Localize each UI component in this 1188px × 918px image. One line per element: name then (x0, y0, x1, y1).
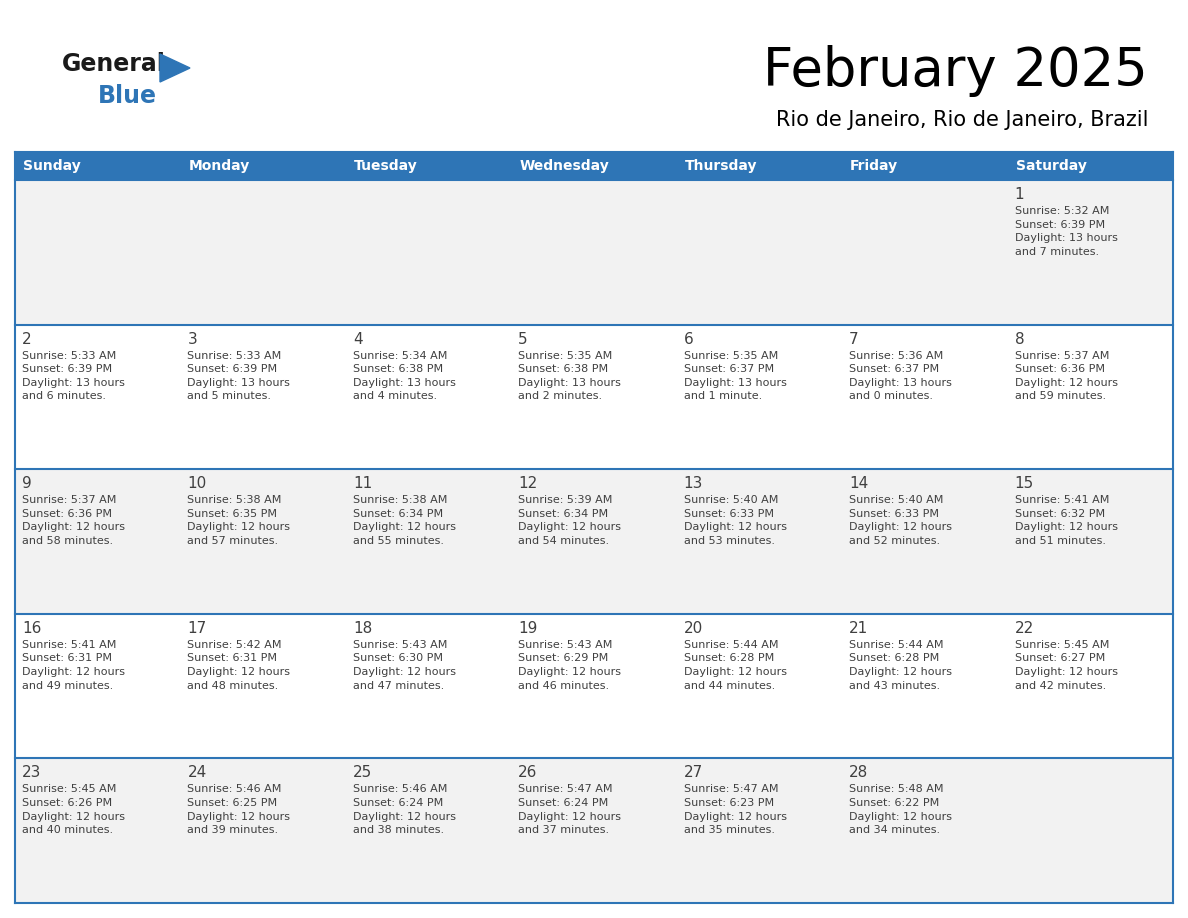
Text: 26: 26 (518, 766, 538, 780)
Text: 24: 24 (188, 766, 207, 780)
Text: Sunrise: 5:46 AM
Sunset: 6:25 PM
Daylight: 12 hours
and 39 minutes.: Sunrise: 5:46 AM Sunset: 6:25 PM Dayligh… (188, 784, 290, 835)
Text: 21: 21 (849, 621, 868, 636)
Text: Sunrise: 5:33 AM
Sunset: 6:39 PM
Daylight: 13 hours
and 6 minutes.: Sunrise: 5:33 AM Sunset: 6:39 PM Dayligh… (23, 351, 125, 401)
Text: 16: 16 (23, 621, 42, 636)
Text: Thursday: Thursday (684, 159, 757, 173)
Text: Sunrise: 5:37 AM
Sunset: 6:36 PM
Daylight: 12 hours
and 59 minutes.: Sunrise: 5:37 AM Sunset: 6:36 PM Dayligh… (1015, 351, 1118, 401)
Text: 6: 6 (684, 331, 694, 347)
Text: 23: 23 (23, 766, 42, 780)
Text: Sunrise: 5:41 AM
Sunset: 6:31 PM
Daylight: 12 hours
and 49 minutes.: Sunrise: 5:41 AM Sunset: 6:31 PM Dayligh… (23, 640, 125, 690)
Text: Sunrise: 5:48 AM
Sunset: 6:22 PM
Daylight: 12 hours
and 34 minutes.: Sunrise: 5:48 AM Sunset: 6:22 PM Dayligh… (849, 784, 952, 835)
Text: Sunrise: 5:36 AM
Sunset: 6:37 PM
Daylight: 13 hours
and 0 minutes.: Sunrise: 5:36 AM Sunset: 6:37 PM Dayligh… (849, 351, 952, 401)
Text: 19: 19 (518, 621, 538, 636)
Text: 13: 13 (684, 476, 703, 491)
Text: Sunrise: 5:44 AM
Sunset: 6:28 PM
Daylight: 12 hours
and 43 minutes.: Sunrise: 5:44 AM Sunset: 6:28 PM Dayligh… (849, 640, 952, 690)
Text: Sunrise: 5:46 AM
Sunset: 6:24 PM
Daylight: 12 hours
and 38 minutes.: Sunrise: 5:46 AM Sunset: 6:24 PM Dayligh… (353, 784, 456, 835)
Text: Sunrise: 5:38 AM
Sunset: 6:35 PM
Daylight: 12 hours
and 57 minutes.: Sunrise: 5:38 AM Sunset: 6:35 PM Dayligh… (188, 495, 290, 546)
Text: Sunrise: 5:34 AM
Sunset: 6:38 PM
Daylight: 13 hours
and 4 minutes.: Sunrise: 5:34 AM Sunset: 6:38 PM Dayligh… (353, 351, 456, 401)
Text: 17: 17 (188, 621, 207, 636)
Text: Tuesday: Tuesday (354, 159, 418, 173)
Text: 22: 22 (1015, 621, 1034, 636)
Text: Wednesday: Wednesday (519, 159, 609, 173)
Text: Sunrise: 5:32 AM
Sunset: 6:39 PM
Daylight: 13 hours
and 7 minutes.: Sunrise: 5:32 AM Sunset: 6:39 PM Dayligh… (1015, 206, 1118, 257)
Text: Monday: Monday (189, 159, 249, 173)
Text: 1: 1 (1015, 187, 1024, 202)
Text: Sunrise: 5:37 AM
Sunset: 6:36 PM
Daylight: 12 hours
and 58 minutes.: Sunrise: 5:37 AM Sunset: 6:36 PM Dayligh… (23, 495, 125, 546)
Text: 2: 2 (23, 331, 32, 347)
Bar (15, 325, 1173, 469)
Text: 7: 7 (849, 331, 859, 347)
Bar (15, 152, 1173, 180)
Text: Sunrise: 5:40 AM
Sunset: 6:33 PM
Daylight: 12 hours
and 52 minutes.: Sunrise: 5:40 AM Sunset: 6:33 PM Dayligh… (849, 495, 952, 546)
Text: 27: 27 (684, 766, 703, 780)
Text: Sunrise: 5:44 AM
Sunset: 6:28 PM
Daylight: 12 hours
and 44 minutes.: Sunrise: 5:44 AM Sunset: 6:28 PM Dayligh… (684, 640, 786, 690)
Text: Sunrise: 5:45 AM
Sunset: 6:26 PM
Daylight: 12 hours
and 40 minutes.: Sunrise: 5:45 AM Sunset: 6:26 PM Dayligh… (23, 784, 125, 835)
Text: 8: 8 (1015, 331, 1024, 347)
Bar (15, 614, 1173, 758)
Text: 20: 20 (684, 621, 703, 636)
Text: 9: 9 (23, 476, 32, 491)
Text: Sunday: Sunday (23, 159, 81, 173)
Text: 28: 28 (849, 766, 868, 780)
Text: Sunrise: 5:35 AM
Sunset: 6:37 PM
Daylight: 13 hours
and 1 minute.: Sunrise: 5:35 AM Sunset: 6:37 PM Dayligh… (684, 351, 786, 401)
Text: Blue: Blue (97, 84, 157, 108)
Text: 15: 15 (1015, 476, 1034, 491)
Polygon shape (160, 54, 190, 82)
Text: Sunrise: 5:41 AM
Sunset: 6:32 PM
Daylight: 12 hours
and 51 minutes.: Sunrise: 5:41 AM Sunset: 6:32 PM Dayligh… (1015, 495, 1118, 546)
Text: Sunrise: 5:39 AM
Sunset: 6:34 PM
Daylight: 12 hours
and 54 minutes.: Sunrise: 5:39 AM Sunset: 6:34 PM Dayligh… (518, 495, 621, 546)
Text: Sunrise: 5:45 AM
Sunset: 6:27 PM
Daylight: 12 hours
and 42 minutes.: Sunrise: 5:45 AM Sunset: 6:27 PM Dayligh… (1015, 640, 1118, 690)
Text: 10: 10 (188, 476, 207, 491)
Text: General: General (62, 52, 166, 76)
Text: Friday: Friday (851, 159, 898, 173)
Text: 11: 11 (353, 476, 372, 491)
Text: 12: 12 (518, 476, 537, 491)
Bar (15, 758, 1173, 903)
Text: Rio de Janeiro, Rio de Janeiro, Brazil: Rio de Janeiro, Rio de Janeiro, Brazil (776, 110, 1148, 130)
Text: Sunrise: 5:38 AM
Sunset: 6:34 PM
Daylight: 12 hours
and 55 minutes.: Sunrise: 5:38 AM Sunset: 6:34 PM Dayligh… (353, 495, 456, 546)
Text: Sunrise: 5:43 AM
Sunset: 6:30 PM
Daylight: 12 hours
and 47 minutes.: Sunrise: 5:43 AM Sunset: 6:30 PM Dayligh… (353, 640, 456, 690)
Text: 25: 25 (353, 766, 372, 780)
Text: 3: 3 (188, 331, 197, 347)
Text: Sunrise: 5:40 AM
Sunset: 6:33 PM
Daylight: 12 hours
and 53 minutes.: Sunrise: 5:40 AM Sunset: 6:33 PM Dayligh… (684, 495, 786, 546)
Text: Sunrise: 5:47 AM
Sunset: 6:23 PM
Daylight: 12 hours
and 35 minutes.: Sunrise: 5:47 AM Sunset: 6:23 PM Dayligh… (684, 784, 786, 835)
Text: 18: 18 (353, 621, 372, 636)
Text: Sunrise: 5:33 AM
Sunset: 6:39 PM
Daylight: 13 hours
and 5 minutes.: Sunrise: 5:33 AM Sunset: 6:39 PM Dayligh… (188, 351, 290, 401)
Text: Sunrise: 5:47 AM
Sunset: 6:24 PM
Daylight: 12 hours
and 37 minutes.: Sunrise: 5:47 AM Sunset: 6:24 PM Dayligh… (518, 784, 621, 835)
Text: 4: 4 (353, 331, 362, 347)
Text: Saturday: Saturday (1016, 159, 1087, 173)
Bar (15, 180, 1173, 325)
Text: 14: 14 (849, 476, 868, 491)
Text: Sunrise: 5:35 AM
Sunset: 6:38 PM
Daylight: 13 hours
and 2 minutes.: Sunrise: 5:35 AM Sunset: 6:38 PM Dayligh… (518, 351, 621, 401)
Text: Sunrise: 5:42 AM
Sunset: 6:31 PM
Daylight: 12 hours
and 48 minutes.: Sunrise: 5:42 AM Sunset: 6:31 PM Dayligh… (188, 640, 290, 690)
Text: 5: 5 (518, 331, 527, 347)
Bar (15, 469, 1173, 614)
Text: Sunrise: 5:43 AM
Sunset: 6:29 PM
Daylight: 12 hours
and 46 minutes.: Sunrise: 5:43 AM Sunset: 6:29 PM Dayligh… (518, 640, 621, 690)
Text: February 2025: February 2025 (763, 45, 1148, 97)
